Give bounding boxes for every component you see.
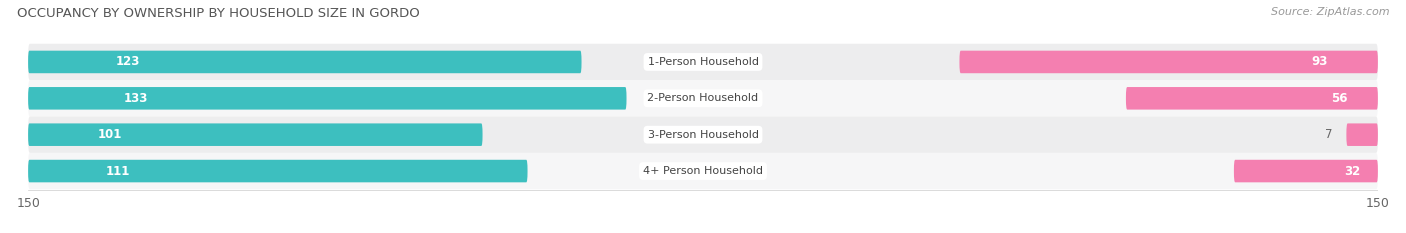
FancyBboxPatch shape — [28, 80, 1378, 116]
FancyBboxPatch shape — [28, 87, 627, 110]
FancyBboxPatch shape — [28, 44, 1378, 80]
FancyBboxPatch shape — [28, 123, 482, 146]
Text: 1-Person Household: 1-Person Household — [648, 57, 758, 67]
FancyBboxPatch shape — [28, 153, 1378, 189]
FancyBboxPatch shape — [28, 160, 527, 182]
FancyBboxPatch shape — [28, 116, 1378, 153]
Text: 133: 133 — [124, 92, 148, 105]
Text: 123: 123 — [115, 55, 141, 69]
Text: OCCUPANCY BY OWNERSHIP BY HOUSEHOLD SIZE IN GORDO: OCCUPANCY BY OWNERSHIP BY HOUSEHOLD SIZE… — [17, 7, 419, 20]
Text: 7: 7 — [1326, 128, 1333, 141]
FancyBboxPatch shape — [28, 51, 582, 73]
FancyBboxPatch shape — [1234, 160, 1378, 182]
Text: 101: 101 — [98, 128, 122, 141]
Text: 56: 56 — [1331, 92, 1347, 105]
Text: 4+ Person Household: 4+ Person Household — [643, 166, 763, 176]
FancyBboxPatch shape — [1347, 123, 1378, 146]
Text: Source: ZipAtlas.com: Source: ZipAtlas.com — [1271, 7, 1389, 17]
FancyBboxPatch shape — [1126, 87, 1378, 110]
Text: 3-Person Household: 3-Person Household — [648, 130, 758, 140]
Text: 2-Person Household: 2-Person Household — [647, 93, 759, 103]
FancyBboxPatch shape — [959, 51, 1378, 73]
Text: 111: 111 — [105, 164, 131, 178]
Text: 93: 93 — [1312, 55, 1327, 69]
Text: 32: 32 — [1344, 164, 1361, 178]
